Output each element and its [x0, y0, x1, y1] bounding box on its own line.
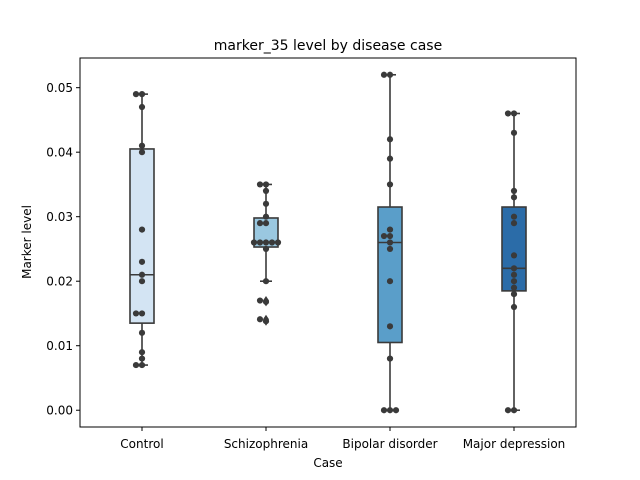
swarm-point [386, 181, 394, 188]
swarm-point [386, 71, 394, 78]
swarm-point [262, 181, 270, 188]
swarm-point [386, 355, 394, 362]
swarm-point [510, 187, 518, 194]
swarm-point [510, 407, 518, 414]
plot-frame [79, 57, 577, 428]
swarm-point [510, 271, 518, 278]
swarm-point [262, 318, 270, 325]
swarm-point [138, 149, 146, 156]
box-control [129, 148, 155, 324]
swarm-point [386, 155, 394, 162]
swarm-point [392, 407, 400, 414]
swarm-point [262, 298, 270, 305]
x-tick-label: Bipolar disorder [342, 437, 437, 451]
x-axis-label: Case [313, 456, 342, 470]
swarm-point [510, 213, 518, 220]
swarm-point [262, 239, 270, 246]
swarm-point [510, 303, 518, 311]
swarm-point [262, 278, 270, 285]
swarm-point [510, 220, 518, 227]
swarm-point [138, 271, 146, 278]
swarm-point [138, 278, 146, 285]
swarm-point [262, 220, 270, 227]
swarm-point [262, 187, 270, 194]
swarm-point [138, 355, 146, 362]
swarm-point [386, 232, 394, 240]
swarm-point [250, 239, 258, 246]
swarm-point [262, 245, 270, 253]
y-tick-label: 0.03 [46, 210, 73, 224]
swarm-point [138, 258, 146, 265]
swarm-point [138, 329, 146, 336]
x-tick-label: Major depression [463, 437, 566, 451]
swarm-point [510, 194, 518, 201]
swarm-point [132, 310, 140, 317]
swarm-point [138, 226, 146, 233]
swarm-point [132, 361, 140, 369]
y-tick-label: 0.00 [46, 404, 73, 418]
swarm-point [262, 200, 270, 207]
swarm-point [256, 297, 264, 304]
swarm-point [386, 407, 394, 414]
swarm-point [510, 252, 518, 259]
swarm-point [138, 91, 146, 98]
y-tick-label: 0.05 [46, 81, 73, 95]
swarm-point [386, 239, 394, 246]
swarm-point [256, 239, 264, 246]
swarm-point [256, 220, 264, 227]
swarm-point [386, 226, 394, 233]
swarm-point [138, 349, 146, 356]
swarm-point [510, 129, 518, 136]
y-axis-label: Marker level [20, 205, 34, 279]
swarm-point [138, 310, 146, 317]
swarm-point [138, 103, 146, 111]
swarm-point [262, 213, 270, 220]
plot-area: 0.00 0.01 0.02 0.03 0.04 0.05 Control Schizophr… [46, 71, 566, 451]
swarm-point [510, 110, 518, 117]
swarm-point [510, 265, 518, 272]
swarm-point [386, 136, 394, 143]
swarm-point [386, 323, 394, 330]
swarm-point [504, 407, 512, 414]
chart-title: marker_35 level by disease case [214, 38, 442, 54]
swarm-point [386, 278, 394, 285]
swarm-point [256, 181, 264, 188]
y-tick-label: 0.01 [46, 339, 73, 353]
swarm-point [510, 278, 518, 285]
swarm-point [268, 239, 276, 246]
swarm-point [504, 110, 512, 117]
x-tick-label: Control [120, 437, 163, 451]
swarm-point [380, 407, 388, 414]
swarm-point [510, 284, 518, 291]
swarm-point [380, 71, 388, 78]
x-tick-label: Schizophrenia [224, 437, 308, 451]
swarm-point [510, 291, 518, 298]
swarm-point [138, 142, 146, 149]
swarm-point [132, 91, 140, 98]
swarm-point [138, 361, 146, 369]
swarm-point [256, 316, 264, 323]
swarm-point [380, 232, 388, 240]
swarm-point [386, 245, 394, 253]
y-tick-label: 0.02 [46, 275, 73, 289]
y-tick-label: 0.04 [46, 146, 73, 160]
swarm-point [274, 239, 282, 246]
